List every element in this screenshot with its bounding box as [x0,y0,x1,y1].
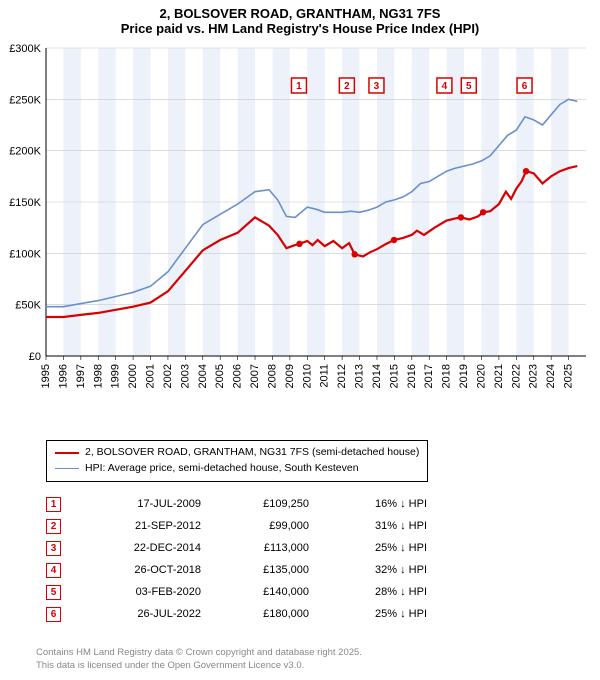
svg-text:2010: 2010 [301,364,313,388]
transaction-price: £99,000 [239,520,309,532]
transaction-price: £140,000 [239,586,309,598]
svg-text:2008: 2008 [266,364,278,388]
svg-text:£300K: £300K [9,43,41,55]
transaction-pct: 16% ↓ HPI [347,498,427,510]
svg-text:1995: 1995 [40,364,52,388]
transaction-date: 17-JUL-2009 [99,498,201,510]
transaction-marker: 6 [46,607,61,622]
svg-text:1998: 1998 [92,364,104,388]
footnote-line2: This data is licensed under the Open Gov… [36,660,362,672]
legend-row: 2, BOLSOVER ROAD, GRANTHAM, NG31 7FS (se… [55,445,419,461]
transaction-row: 2 21-SEP-2012 £99,000 31% ↓ HPI [46,515,427,537]
transactions-table: 1 17-JUL-2009 £109,250 16% ↓ HPI 2 21-SEP-201… [46,493,427,625]
chart-area: £0 £50K £100K £150K £200K £250K £300K 1995 1996 1… [0,38,600,428]
svg-text:£150K: £150K [9,197,41,209]
transaction-marker: 1 [46,497,61,512]
transaction-pct: 25% ↓ HPI [347,542,427,554]
chart-title-line2: Price paid vs. HM Land Registry's House … [10,21,590,36]
svg-text:2025: 2025 [563,364,575,388]
transaction-price: £135,000 [239,564,309,576]
svg-text:2004: 2004 [197,364,209,388]
transaction-date: 26-JUL-2022 [99,608,201,620]
svg-text:2022: 2022 [510,364,522,388]
transaction-pct: 31% ↓ HPI [347,520,427,532]
legend-row: HPI: Average price, semi-detached house,… [55,461,419,477]
svg-text:2011: 2011 [319,364,331,388]
svg-text:2006: 2006 [232,364,244,388]
svg-text:£250K: £250K [9,94,41,106]
svg-text:3: 3 [374,81,380,92]
svg-text:5: 5 [466,81,472,92]
svg-text:2013: 2013 [354,364,366,388]
transaction-price: £109,250 [239,498,309,510]
transaction-row: 5 03-FEB-2020 £140,000 28% ↓ HPI [46,581,427,603]
legend-swatch [55,452,79,454]
chart-title-line1: 2, BOLSOVER ROAD, GRANTHAM, NG31 7FS [10,6,590,21]
svg-text:2001: 2001 [145,364,157,388]
svg-text:£50K: £50K [15,300,41,312]
svg-text:2021: 2021 [493,364,505,388]
svg-text:2015: 2015 [388,364,400,388]
svg-text:2023: 2023 [528,364,540,388]
transaction-price: £180,000 [239,608,309,620]
svg-text:2005: 2005 [214,364,226,388]
transaction-pct: 28% ↓ HPI [347,586,427,598]
transaction-row: 4 26-OCT-2018 £135,000 32% ↓ HPI [46,559,427,581]
transaction-pct: 32% ↓ HPI [347,564,427,576]
svg-text:2017: 2017 [423,364,435,388]
legend-label: 2, BOLSOVER ROAD, GRANTHAM, NG31 7FS (se… [85,445,419,461]
svg-text:1999: 1999 [110,364,122,388]
svg-text:4: 4 [442,81,448,92]
transaction-pct: 25% ↓ HPI [347,608,427,620]
svg-text:£0: £0 [29,351,41,363]
svg-text:2007: 2007 [249,364,261,388]
svg-text:2018: 2018 [441,364,453,388]
transaction-price: £113,000 [239,542,309,554]
svg-text:2002: 2002 [162,364,174,388]
svg-text:2: 2 [344,81,350,92]
transaction-row: 6 26-JUL-2022 £180,000 25% ↓ HPI [46,603,427,625]
legend-swatch [55,468,79,469]
svg-text:2003: 2003 [179,364,191,388]
footnote-line1: Contains HM Land Registry data © Crown c… [36,647,362,659]
transaction-date: 03-FEB-2020 [99,586,201,598]
legend-label: HPI: Average price, semi-detached house,… [85,461,359,477]
svg-text:£200K: £200K [9,146,41,158]
svg-text:2024: 2024 [545,364,557,388]
transaction-date: 22-DEC-2014 [99,542,201,554]
transaction-marker: 2 [46,519,61,534]
transaction-marker: 5 [46,585,61,600]
svg-text:2019: 2019 [458,364,470,388]
svg-text:2020: 2020 [475,364,487,388]
transaction-marker: 3 [46,541,61,556]
line-chart-svg: £0 £50K £100K £150K £200K £250K £300K 1995 1996 1… [0,38,600,418]
transaction-row: 1 17-JUL-2009 £109,250 16% ↓ HPI [46,493,427,515]
transaction-marker: 4 [46,563,61,578]
svg-text:£100K: £100K [9,248,41,260]
legend: 2, BOLSOVER ROAD, GRANTHAM, NG31 7FS (se… [46,440,428,482]
svg-text:2009: 2009 [284,364,296,388]
svg-text:6: 6 [522,81,528,92]
transaction-row: 3 22-DEC-2014 £113,000 25% ↓ HPI [46,537,427,559]
transaction-date: 21-SEP-2012 [99,520,201,532]
svg-text:1: 1 [296,81,302,92]
transaction-date: 26-OCT-2018 [99,564,201,576]
svg-text:2014: 2014 [371,364,383,388]
svg-text:2016: 2016 [406,364,418,388]
svg-text:2000: 2000 [127,364,139,388]
svg-text:2012: 2012 [336,364,348,388]
footnote: Contains HM Land Registry data © Crown c… [36,647,362,672]
svg-text:1996: 1996 [57,364,69,388]
svg-text:1997: 1997 [75,364,87,388]
